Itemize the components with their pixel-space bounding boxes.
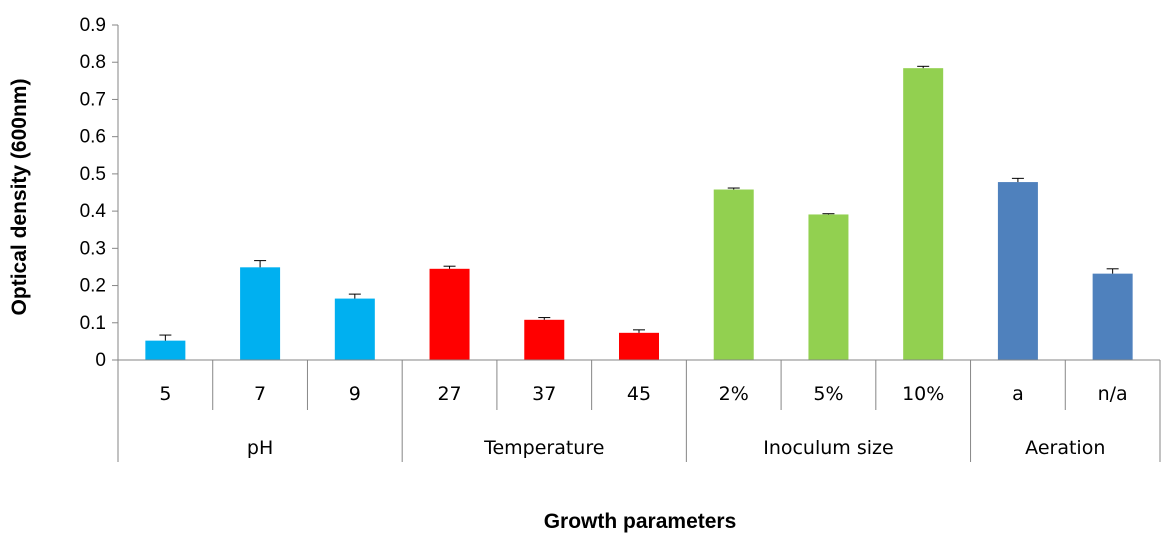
group-label: Aeration — [1025, 437, 1105, 459]
category-label: 37 — [532, 383, 556, 405]
bar — [1092, 273, 1133, 360]
bar — [808, 214, 849, 360]
category-label: 7 — [254, 383, 266, 405]
category-label: n/a — [1098, 383, 1128, 405]
category-label: 45 — [627, 383, 651, 405]
category-label: 9 — [349, 383, 361, 405]
group-label: Temperature — [483, 437, 604, 459]
bar — [619, 332, 659, 360]
bar — [145, 340, 186, 360]
bar — [334, 298, 375, 360]
x-axis-title: Growth parameters — [544, 510, 737, 533]
y-tick-label: 0.2 — [80, 276, 106, 297]
y-tick-label: 0.9 — [80, 15, 106, 36]
bar — [997, 182, 1038, 360]
y-tick-label: 0.1 — [80, 313, 106, 334]
category-label: a — [1012, 383, 1024, 405]
group-label: pH — [247, 437, 273, 459]
bars — [145, 65, 1133, 360]
y-tick-label: 0.5 — [80, 164, 106, 185]
category-label: 5% — [813, 383, 843, 405]
bar — [524, 319, 565, 360]
bar — [240, 267, 281, 360]
category-label: 10% — [902, 383, 944, 405]
bar — [429, 268, 470, 360]
y-tick-label: 0.3 — [80, 238, 106, 259]
category-label: 2% — [719, 383, 749, 405]
group-label: Inoculum size — [763, 437, 893, 459]
category-label: 27 — [437, 383, 461, 405]
category-label: 5 — [159, 383, 171, 405]
y-tick-label: 0.8 — [80, 52, 106, 73]
x-axis: 5 7 9 27 37 45 2% 5% 10% a n/a pH Temperature Inoculu… — [117, 359, 1161, 462]
y-tick-label: 0.7 — [80, 89, 106, 110]
y-tick-label: 0 — [95, 350, 106, 371]
bar — [903, 68, 944, 360]
y-tick-label: 0.4 — [80, 201, 107, 222]
y-axis-ticks: 0 0.1 0.2 0.3 0.4 0.5 0.6 0.7 0.8 0.9 — [80, 15, 119, 371]
y-tick-label: 0.6 — [80, 127, 106, 148]
y-axis-title: Optical density (600nm) — [8, 79, 31, 316]
bar — [713, 189, 754, 360]
